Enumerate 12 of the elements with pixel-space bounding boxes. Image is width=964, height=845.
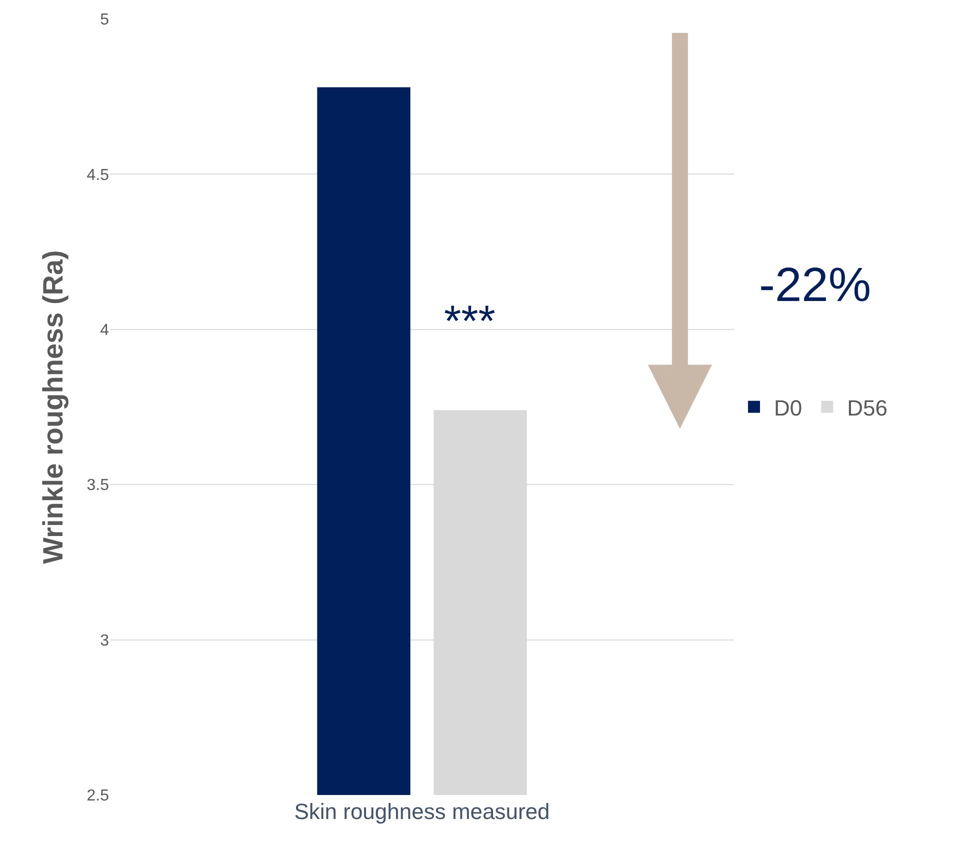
y-tick-label: 3.5	[86, 477, 110, 494]
y-tick-label: 4.5	[86, 166, 110, 184]
y-tick-label: 3	[100, 632, 110, 650]
legend-label: D56	[847, 395, 888, 420]
y-tick-label: 4	[100, 322, 110, 339]
text: -22%	[759, 259, 872, 312]
y-axis-title: Wrinkle roughness (Ra)	[37, 250, 68, 564]
y-tick-label: 5	[100, 12, 110, 29]
y-tick-label: 2.5	[86, 788, 110, 805]
x-axis-title: Skin roughness measured	[294, 798, 550, 824]
legend-label: D0	[774, 395, 802, 420]
annotation: ***	[444, 297, 496, 346]
